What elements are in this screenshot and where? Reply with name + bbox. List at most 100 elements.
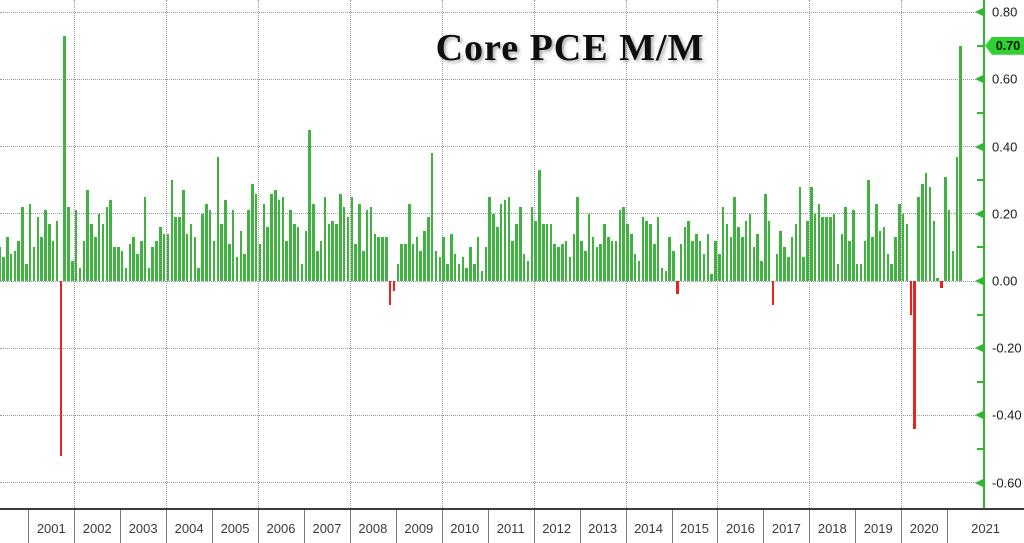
bar-positive (25, 264, 28, 281)
bar-positive (450, 233, 453, 281)
year-divider (533, 510, 535, 543)
year-label: 2003 (128, 521, 158, 536)
bar-positive (94, 237, 97, 281)
bar-positive (82, 240, 86, 281)
bar-positive (890, 264, 893, 281)
bar-positive (312, 203, 315, 281)
gridline-horizontal (0, 414, 984, 416)
bar-positive (28, 203, 32, 281)
bar-positive (335, 223, 338, 281)
bar-positive (254, 193, 258, 281)
bar-positive (863, 240, 867, 281)
bar-positive (442, 237, 445, 281)
bar-positive (461, 257, 465, 281)
bar-positive (951, 250, 955, 281)
bar-positive (561, 244, 564, 281)
year-divider (487, 510, 489, 543)
year-label: 2012 (542, 521, 572, 536)
bar-positive (928, 186, 932, 281)
bar-positive (354, 244, 357, 281)
bar-negative (388, 281, 392, 305)
bar-positive (764, 193, 767, 281)
bar-positive (484, 247, 488, 281)
bar-positive (71, 260, 74, 281)
bar-positive (262, 203, 266, 281)
bar-positive (572, 233, 576, 281)
bar-positive (568, 257, 572, 281)
bar-positive (51, 240, 55, 281)
bar-positive (117, 247, 120, 281)
bar-positive (411, 244, 415, 281)
bar-positive (423, 230, 426, 281)
bar-positive (247, 210, 250, 281)
bar-positive (40, 237, 43, 281)
bar-positive (898, 203, 901, 281)
bar-positive (159, 227, 162, 281)
year-divider (947, 510, 949, 543)
bar-positive (86, 190, 89, 281)
bar-positive (526, 260, 530, 281)
bar-positive (457, 264, 461, 281)
bar-positive (189, 223, 193, 281)
year-label: 2008 (358, 521, 388, 536)
bar-positive (924, 173, 928, 281)
bar-positive (97, 213, 101, 281)
bar-positive (419, 250, 422, 281)
bar-positive (404, 244, 407, 281)
bar-positive (794, 223, 798, 281)
bar-positive (235, 257, 239, 281)
bar-positive (836, 264, 840, 281)
gridline-horizontal (0, 347, 984, 349)
bar-positive (587, 213, 591, 281)
bar-positive (224, 200, 227, 281)
y-tick-arrow-icon (975, 277, 983, 285)
gridline-vertical (717, 0, 719, 508)
bar-positive (848, 240, 851, 281)
bar-positive (430, 153, 434, 281)
bar-positive (63, 35, 66, 281)
bar-positive (274, 190, 277, 281)
gridline-vertical (258, 0, 260, 508)
bar-positive (243, 254, 246, 281)
year-label: 2002 (82, 521, 112, 536)
bar-positive (136, 254, 139, 281)
bar-positive (852, 210, 855, 281)
bar-positive (319, 240, 323, 281)
year-divider (809, 510, 811, 543)
bar-positive (626, 223, 629, 281)
bar-positive (342, 207, 346, 281)
bar-positive (132, 237, 135, 281)
year-label: 2015 (680, 521, 709, 536)
year-label: 2001 (36, 521, 66, 536)
gridline-horizontal (0, 146, 984, 148)
year-divider (579, 510, 581, 543)
bar-positive (825, 217, 828, 281)
bar-positive (783, 247, 786, 281)
bar-positive (473, 264, 476, 281)
year-label: 2016 (725, 521, 755, 536)
y-tick-minor (977, 179, 983, 182)
bar-positive (216, 156, 220, 281)
bar-positive (358, 203, 361, 281)
bar-positive (564, 240, 568, 281)
bar-positive (802, 257, 805, 281)
bar-positive (166, 233, 170, 281)
bar-negative (392, 281, 396, 292)
bar-positive (147, 267, 151, 281)
y-tick-minor (977, 44, 983, 47)
bar-positive (530, 207, 534, 281)
bar-positive (308, 129, 311, 281)
bar-positive (492, 213, 495, 281)
bar-positive (610, 240, 614, 281)
gridline-vertical (74, 0, 76, 508)
bar-positive (323, 197, 327, 281)
bar-positive (522, 254, 526, 281)
bar-positive (469, 247, 472, 281)
y-axis-label: 0.40 (992, 139, 1018, 155)
y-axis-label: 0.60 (992, 71, 1018, 87)
year-divider (74, 510, 76, 543)
gridline-vertical (349, 0, 351, 508)
y-tick-arrow-icon (975, 478, 983, 487)
bar-positive (698, 240, 702, 281)
